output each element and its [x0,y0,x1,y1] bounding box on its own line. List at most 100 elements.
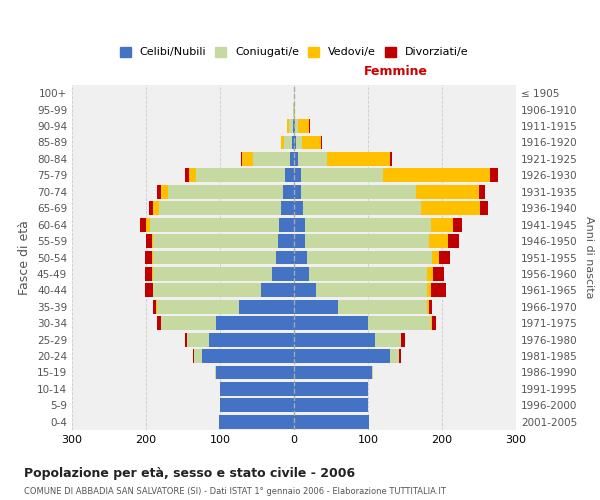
Bar [309,267,427,281]
Bar [416,185,479,199]
Bar [202,349,294,363]
Bar [281,201,294,215]
Bar [157,185,161,199]
Text: Femmine: Femmine [364,65,428,78]
Bar [298,119,309,133]
Bar [152,267,154,281]
Bar [146,218,150,232]
Bar [168,185,283,199]
Bar [401,332,405,346]
Bar [294,136,296,149]
Bar [372,366,373,380]
Bar [328,152,390,166]
Bar [290,152,294,166]
Bar [427,284,431,298]
Bar [239,300,294,314]
Bar [296,136,302,149]
Bar [278,234,294,248]
Bar [481,201,488,215]
Bar [185,332,187,346]
Bar [294,332,376,346]
Bar [154,284,260,298]
Bar [220,398,294,412]
Bar [301,185,416,199]
Bar [295,119,298,133]
Bar [161,185,168,199]
Bar [196,168,285,182]
Bar [215,366,216,380]
Bar [431,250,439,264]
Bar [338,300,427,314]
Bar [242,152,253,166]
Bar [294,382,368,396]
Bar [185,168,189,182]
Bar [154,250,275,264]
Bar [279,218,294,232]
Bar [216,366,294,380]
Bar [158,201,281,215]
Bar [152,250,154,264]
Bar [253,152,290,166]
Bar [260,284,294,298]
Bar [289,119,293,133]
Bar [294,234,305,248]
Bar [316,284,427,298]
Bar [272,267,294,281]
Bar [157,316,161,330]
Bar [399,349,401,363]
Bar [281,136,284,149]
Bar [430,234,448,248]
Bar [285,168,294,182]
Bar [157,300,239,314]
Bar [145,284,152,298]
Bar [149,201,152,215]
Y-axis label: Fasce di età: Fasce di età [19,220,31,295]
Bar [439,250,450,264]
Bar [216,316,294,330]
Bar [287,119,289,133]
Bar [292,136,294,149]
Bar [298,152,328,166]
Bar [146,234,152,248]
Bar [145,250,152,264]
Bar [294,250,307,264]
Bar [152,284,154,298]
Bar [453,218,462,232]
Bar [433,316,436,330]
Bar [427,267,433,281]
Bar [294,102,295,117]
Bar [194,349,202,363]
Bar [294,300,338,314]
Bar [294,201,303,215]
Bar [152,201,158,215]
Bar [431,284,446,298]
Bar [187,332,209,346]
Bar [294,218,305,232]
Bar [152,234,154,248]
Bar [302,136,320,149]
Bar [431,316,433,330]
Bar [479,185,485,199]
Bar [283,185,294,199]
Bar [209,332,294,346]
Bar [383,168,490,182]
Bar [301,168,383,182]
Bar [140,218,146,232]
Bar [275,250,294,264]
Bar [294,119,295,133]
Bar [218,415,294,429]
Bar [294,316,368,330]
Bar [294,152,298,166]
Bar [490,168,497,182]
Bar [193,349,194,363]
Bar [294,349,390,363]
Bar [320,136,322,149]
Bar [152,300,157,314]
Bar [427,300,428,314]
Bar [433,267,444,281]
Bar [309,119,310,133]
Bar [448,234,459,248]
Legend: Celibi/Nubili, Coniugati/e, Vedovi/e, Divorziati/e: Celibi/Nubili, Coniugati/e, Vedovi/e, Di… [115,42,473,62]
Bar [390,349,399,363]
Bar [305,234,430,248]
